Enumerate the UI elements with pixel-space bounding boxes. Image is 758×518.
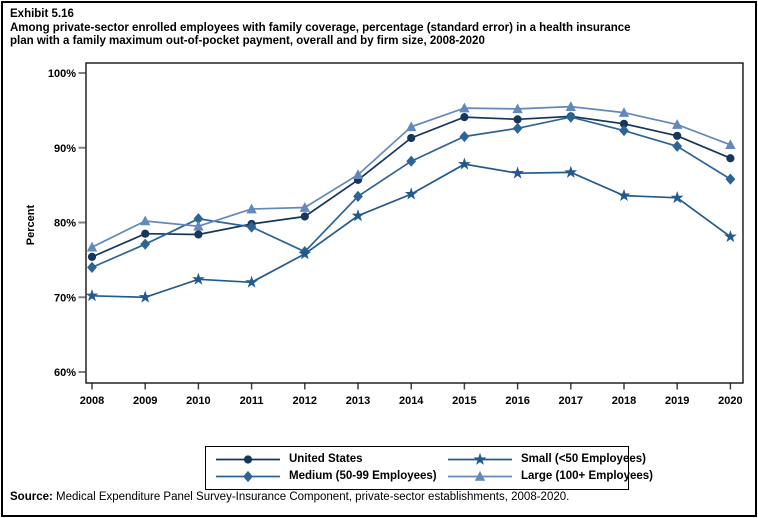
x-tick-label: 2009 [133, 395, 157, 407]
diamond-marker-medium-50-99-employees [512, 122, 523, 134]
circle-marker-united-states [407, 133, 416, 143]
diamond-marker-medium-50-99-employees [406, 155, 417, 167]
star-marker-small-50-employees [511, 166, 524, 179]
series-medium-50-99-employees [87, 111, 736, 273]
triangle-marker-large-100-employees [512, 103, 523, 114]
triangle-marker-large-100-employees [352, 169, 364, 179]
x-tick-label: 2008 [80, 395, 104, 407]
star-marker-small-50-employees [617, 188, 631, 202]
exhibit-title-line2: plan with a family maximum out-of-pocket… [10, 35, 485, 47]
series-large-100-employees [86, 101, 736, 252]
x-tick-label: 2018 [612, 395, 636, 407]
x-tick-label: 2012 [293, 395, 317, 407]
circle-marker-united-states [300, 212, 309, 221]
x-tick-label: 2013 [346, 395, 370, 407]
triangle-marker-large-100-employees [246, 203, 257, 214]
circle-marker-united-states [141, 229, 150, 238]
exhibit-title-line1: Among private-sector enrolled employees … [10, 21, 631, 34]
star-marker-small-50-employees [724, 230, 737, 243]
diamond-marker-medium-50-99-employees [140, 238, 151, 250]
triangle-marker-large-100-employees [406, 121, 417, 132]
line-chart: 60% 70% 80% 90% 100% 2008 2009 2010 2011 2012 2013… [48, 62, 744, 407]
triangle-marker-large-100-employees [299, 202, 310, 212]
y-tick-label: 70% [54, 292, 76, 304]
star-marker-small-50-employees [245, 275, 258, 288]
circle-marker-united-states [194, 230, 203, 239]
chart-legend: United States Small (<50 Employees) Medium… [205, 446, 653, 490]
triangle-marker-large-100-employees [725, 139, 736, 150]
star-marker-small-50-employees [458, 157, 471, 170]
star-legend-swatch-icon [448, 452, 512, 465]
circle-marker-united-states [87, 252, 97, 261]
diamond-marker-medium-50-99-employees [725, 173, 736, 185]
diamond-icon [243, 470, 253, 482]
star-marker-small-50-employees [298, 247, 312, 260]
circle-marker-united-states [460, 113, 469, 122]
y-tick-label: 100% [48, 68, 76, 80]
star-marker-small-50-employees [351, 209, 365, 222]
triangle-marker-large-100-employees [193, 220, 204, 231]
plot-frame [85, 62, 744, 384]
legend-item-small-50-employees: Small (<50 Employees) [448, 451, 653, 467]
x-tick-label: 2016 [505, 395, 529, 407]
triangle-marker-large-100-employees [140, 215, 151, 226]
legend-label-united-states: United States [289, 453, 363, 465]
source-note: Source: Medical Expenditure Panel Survey… [10, 491, 569, 503]
y-tick-label: 90% [54, 143, 76, 155]
x-tick-label: 2011 [240, 395, 264, 407]
diamond-marker-medium-50-99-employees [459, 130, 470, 143]
triangle-marker-large-100-employees [459, 102, 470, 113]
star-marker-small-50-employees [192, 272, 205, 285]
diamond-legend-swatch-icon [216, 470, 280, 482]
y-tick-label: 60% [54, 367, 76, 379]
series-line-small-50-employees [91, 163, 731, 299]
x-tick-label: 2010 [186, 395, 210, 407]
circle-marker-united-states [726, 154, 735, 163]
legend-item-medium-50-99-employees: Medium (50-99 Employees) [216, 468, 448, 484]
circle-marker-united-states [673, 131, 682, 140]
star-marker-small-50-employees [404, 187, 418, 200]
circle-marker-united-states [513, 115, 522, 124]
triangle-marker-large-100-employees [672, 119, 683, 129]
diamond-marker-medium-50-99-employees [87, 261, 97, 273]
triangle-marker-large-100-employees [86, 241, 98, 252]
triangle-marker-large-100-employees [618, 107, 630, 117]
exhibit-number: Exhibit 5.16 [10, 8, 74, 20]
circle-marker-united-states [619, 119, 629, 128]
triangle-legend-swatch-icon [448, 470, 512, 481]
x-tick-label: 2019 [665, 395, 689, 407]
star-marker-small-50-employees [564, 165, 578, 178]
star-marker-small-50-employees [138, 290, 152, 303]
circle-legend-swatch-icon [216, 454, 280, 464]
legend-label-medium-50-99-employees: Medium (50-99 Employees) [289, 470, 437, 482]
legend-label-large-100-employees: Large (100+ Employees) [521, 470, 653, 482]
source-text: Medical Expenditure Panel Survey-Insuran… [52, 491, 570, 503]
diamond-marker-medium-50-99-employees [246, 221, 257, 233]
legend-item-large-100-employees: Large (100+ Employees) [448, 468, 653, 484]
y-tick-label: 80% [54, 218, 76, 230]
x-tick-label: 2015 [452, 395, 476, 407]
star-marker-small-50-employees [670, 191, 684, 204]
triangle-marker-large-100-employees [565, 101, 576, 111]
diamond-marker-medium-50-99-employees [619, 124, 629, 137]
legend-label-small-50-employees: Small (<50 Employees) [521, 453, 646, 465]
diamond-marker-medium-50-99-employees [565, 111, 576, 123]
diamond-marker-medium-50-99-employees [193, 213, 204, 225]
x-tick-label: 2014 [399, 395, 424, 407]
circle-icon [243, 454, 253, 464]
triangle-icon [474, 470, 486, 481]
series-small-50-employees [85, 157, 737, 303]
star-icon [473, 452, 487, 465]
x-tick-label: 2017 [559, 395, 583, 407]
source-label: Source: [10, 491, 53, 503]
x-tick-label: 2020 [718, 395, 742, 407]
diamond-marker-medium-50-99-employees [353, 190, 363, 202]
title-block: Exhibit 5.16 Among private-sector enroll… [10, 8, 631, 49]
legend-item-united-states: United States [216, 451, 448, 467]
diamond-marker-medium-50-99-employees [672, 140, 683, 152]
star-marker-small-50-employees [85, 289, 99, 302]
